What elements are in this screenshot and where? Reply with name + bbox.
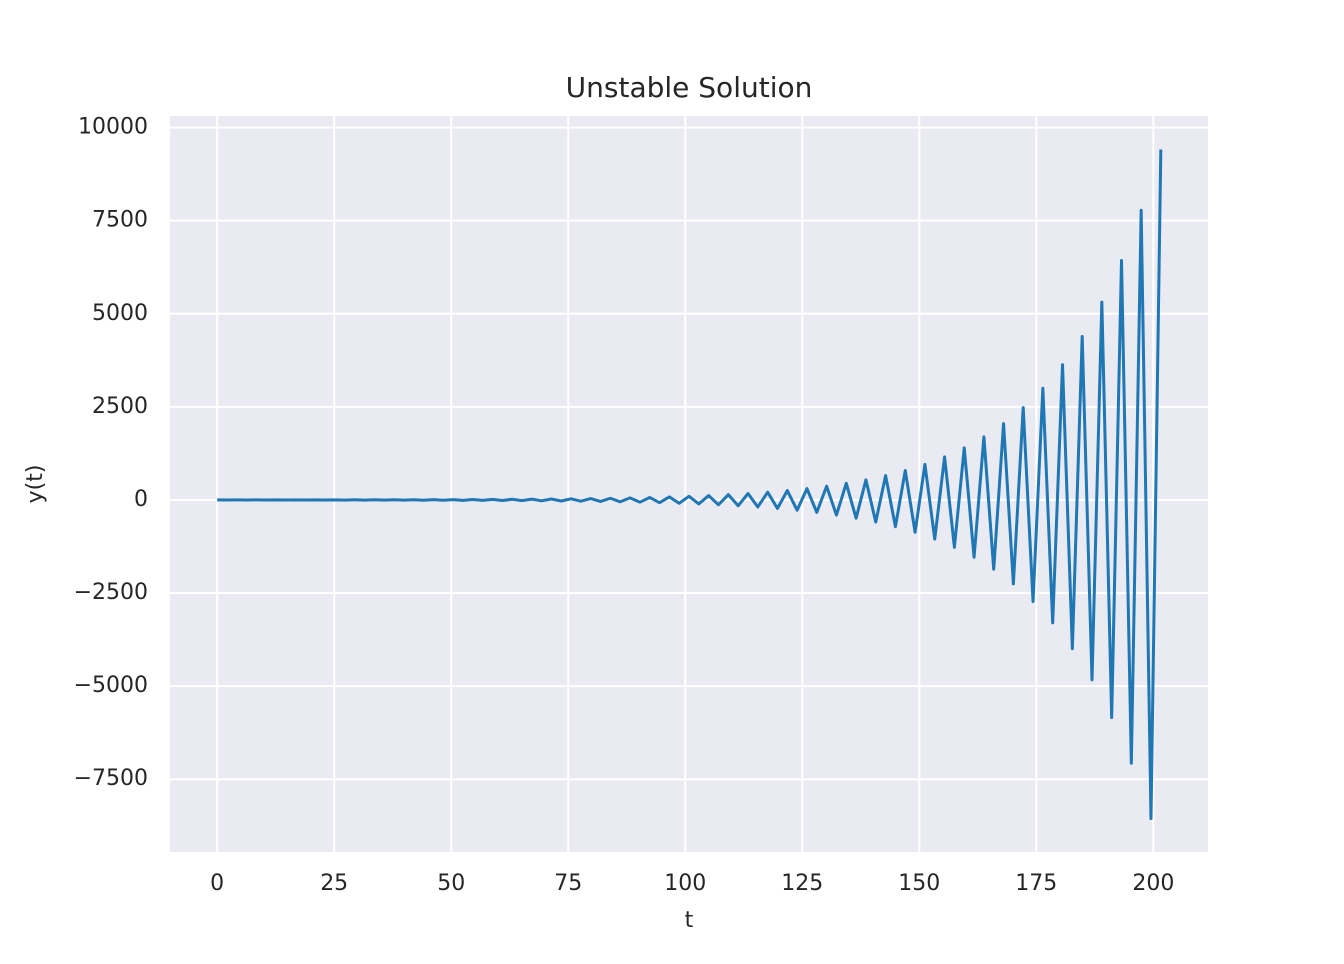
x-tick-label: 175	[1015, 871, 1057, 896]
data-line	[217, 149, 1163, 821]
x-tick-label: 0	[210, 871, 224, 896]
x-tick-label: 50	[437, 871, 465, 896]
x-tick-label: 75	[554, 871, 582, 896]
chart-title: Unstable Solution	[566, 71, 813, 104]
y-tick-label: −5000	[74, 673, 148, 698]
x-tick-label: 100	[664, 871, 706, 896]
x-tick-label: 200	[1132, 871, 1174, 896]
y-tick-label: 2500	[92, 394, 148, 419]
x-tick-label: 150	[898, 871, 940, 896]
x-tick-label: 25	[320, 871, 348, 896]
y-tick-label: −7500	[74, 766, 148, 791]
plot-area	[170, 116, 1208, 852]
y-tick-label: 10000	[78, 115, 148, 140]
x-axis-label: t	[685, 908, 694, 933]
x-tick-label: 125	[781, 871, 823, 896]
y-tick-label: 5000	[92, 301, 148, 326]
y-tick-label: −2500	[74, 580, 148, 605]
grid	[170, 116, 1208, 852]
y-tick-label: 7500	[92, 208, 148, 233]
y-axis-label: y(t)	[23, 465, 48, 504]
y-tick-label: 0	[134, 487, 148, 512]
